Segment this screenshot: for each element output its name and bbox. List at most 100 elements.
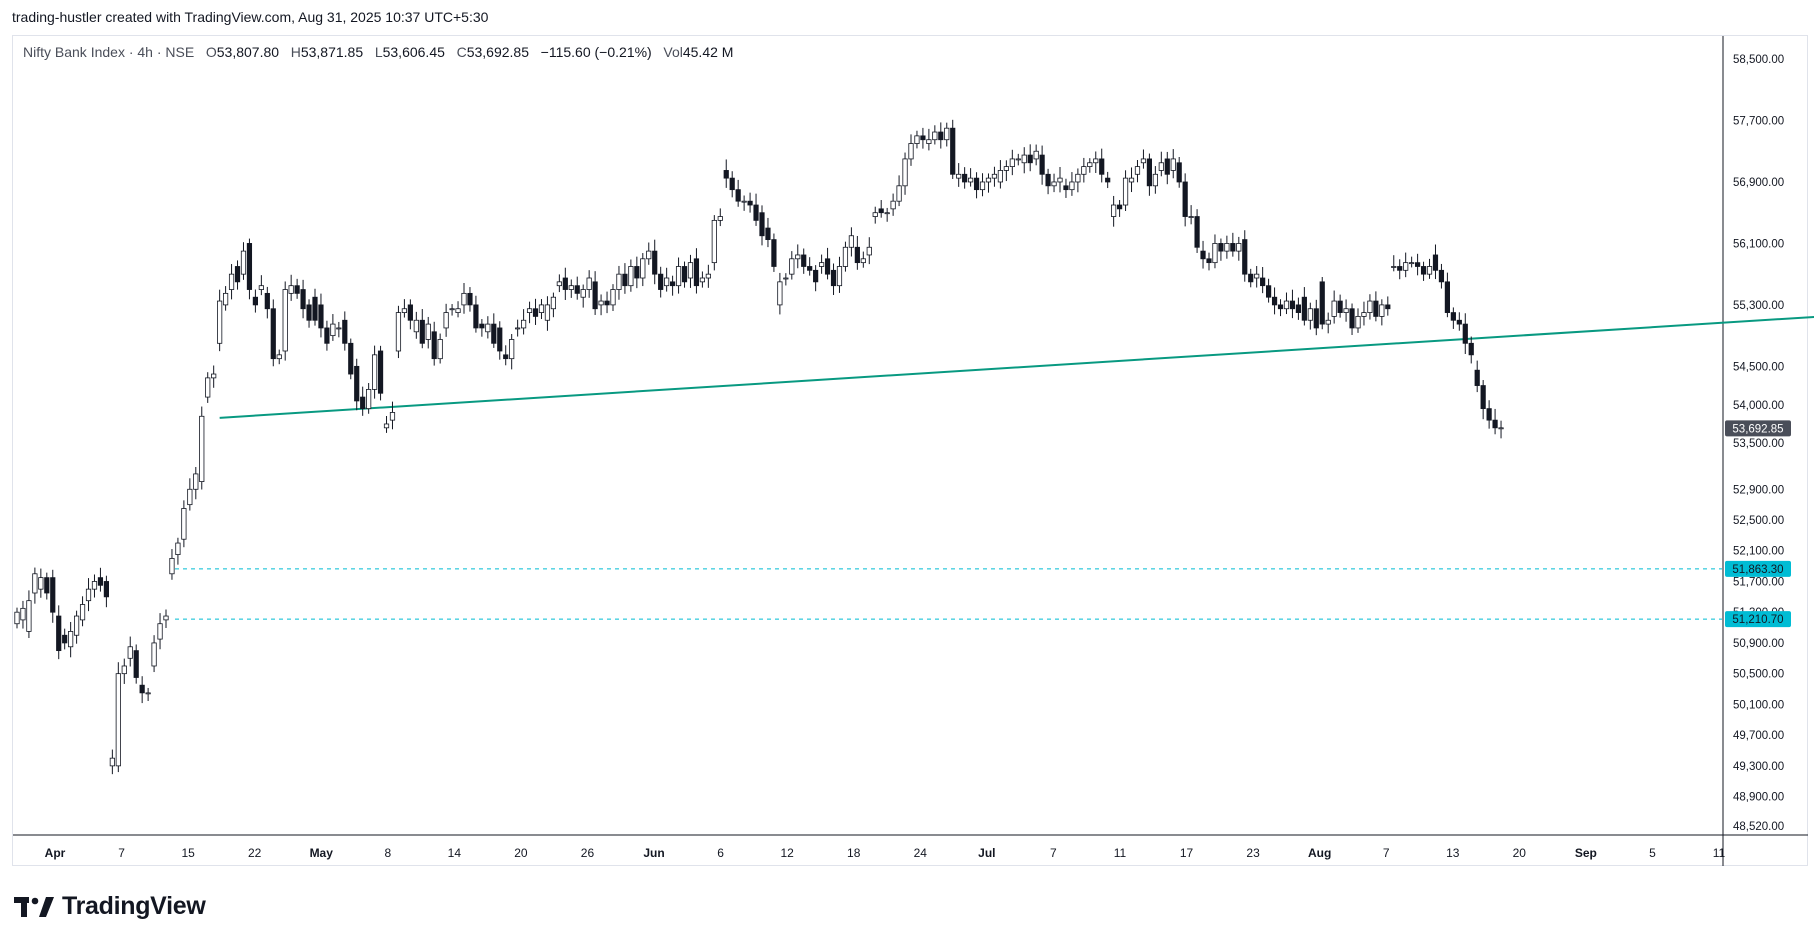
trend-line[interactable] [219, 315, 1814, 419]
candle-body [503, 354, 509, 360]
candle-body [1438, 269, 1445, 283]
candle-body [1069, 181, 1075, 191]
candle-body [1397, 266, 1403, 271]
candle-body [950, 127, 956, 175]
candle-body [646, 250, 652, 260]
candle-body [151, 642, 157, 667]
x-tick-label: 20 [514, 846, 528, 860]
candle-body [133, 650, 139, 678]
candle-body [479, 323, 485, 329]
candle-body [670, 281, 676, 287]
y-tick-label: 52,100.00 [1733, 546, 1784, 558]
candle-body [419, 319, 425, 344]
candle-body [1295, 304, 1301, 313]
candle-body [103, 581, 109, 598]
candle-body [115, 673, 121, 767]
candle-body [294, 285, 300, 294]
candle-body [228, 273, 235, 290]
y-tick-label: 56,100.00 [1733, 238, 1784, 250]
y-tick-label: 52,500.00 [1733, 515, 1784, 527]
candle-body [467, 292, 473, 306]
x-tick-label: Sep [1575, 846, 1597, 860]
candle-body [1391, 266, 1397, 268]
candle-body [878, 208, 884, 214]
y-tick-label: 58,500.00 [1733, 54, 1784, 66]
candle-body [991, 173, 998, 179]
candle-body [526, 308, 533, 313]
x-tick-label: 23 [1246, 846, 1260, 860]
candle-body [1087, 162, 1093, 168]
candle-body [1105, 177, 1111, 183]
candle-body [538, 304, 545, 313]
candle-body [1146, 158, 1152, 187]
candle-body [574, 285, 580, 294]
candle-body [163, 615, 169, 621]
candle-body [234, 266, 241, 283]
candle-body [1176, 162, 1182, 183]
candle-body [1093, 158, 1099, 164]
candle-body [1325, 319, 1331, 325]
candle-body [664, 277, 670, 287]
open-key: O [205, 44, 217, 60]
brand-name: TradingView [62, 892, 206, 920]
candle-body [270, 308, 276, 360]
candle-body [395, 312, 402, 352]
candle-body [634, 266, 640, 279]
candle-body [1349, 308, 1355, 329]
candle-body [1331, 300, 1337, 317]
candle-body [741, 200, 747, 203]
candle-body [926, 139, 932, 144]
x-tick-label: 15 [181, 846, 195, 860]
x-tick-label: 6 [717, 846, 724, 860]
candle-body [50, 577, 56, 613]
candle-body [902, 158, 908, 187]
candle-body [491, 323, 497, 344]
candle-body [56, 615, 62, 652]
tradingview-logo-icon [14, 896, 54, 917]
candle-body [413, 319, 419, 333]
candle-body [944, 127, 950, 141]
x-tick-label: 13 [1446, 846, 1460, 860]
candle-body [1248, 273, 1254, 283]
candle-body [914, 135, 920, 144]
candle-body [610, 289, 616, 306]
x-tick-label: 22 [248, 846, 262, 860]
candle-body [157, 623, 163, 640]
candle-body [1122, 177, 1129, 206]
candle-body [1498, 427, 1504, 430]
y-tick-label: 50,500.00 [1733, 669, 1784, 681]
candle-body [920, 135, 926, 141]
candle-body [312, 296, 318, 321]
candle-body [1379, 304, 1385, 317]
candle-body [1212, 243, 1218, 264]
chart-pane[interactable] [12, 35, 1808, 866]
x-tick-label: 17 [1180, 846, 1194, 860]
candle-body [1337, 300, 1343, 313]
candle-body [217, 300, 223, 344]
close-value: 53,692.85 [466, 44, 529, 60]
candle-body [592, 281, 598, 310]
candle-body [121, 665, 127, 675]
candle-body [1420, 266, 1427, 275]
candle-body [109, 757, 115, 767]
brand-logo[interactable]: TradingView [14, 892, 206, 921]
candle-body [389, 412, 396, 421]
candle-body [497, 327, 503, 352]
x-tick-label: 14 [448, 846, 462, 860]
candle-body [199, 415, 205, 482]
candle-body [1003, 166, 1009, 171]
y-tick-label: 48,900.00 [1733, 792, 1784, 804]
x-tick-label: 24 [914, 846, 928, 860]
candle-body [1033, 150, 1039, 160]
candle-body [354, 365, 360, 402]
y-tick-label: 52,900.00 [1733, 484, 1784, 496]
candle-body [1373, 300, 1379, 317]
candle-body [1426, 266, 1433, 275]
candle-body [532, 308, 539, 317]
symbol-label[interactable]: Nifty Bank Index · 4h · NSE [23, 44, 195, 60]
candle-body [652, 250, 658, 275]
candle-body [1027, 154, 1033, 164]
candle-body [282, 289, 288, 352]
candle-body [1099, 158, 1105, 175]
